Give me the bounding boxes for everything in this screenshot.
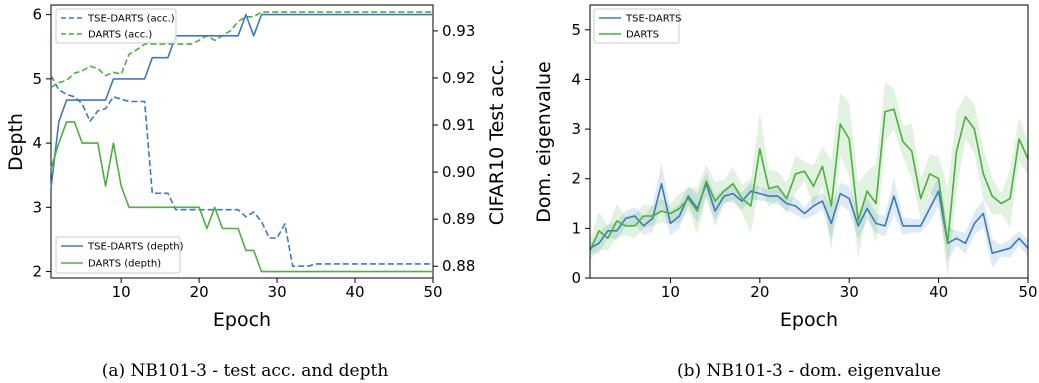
caption-b: (b) NB101-3 - dom. eigenvalue <box>677 361 941 381</box>
legend-acc-box <box>55 8 177 44</box>
panel-a-right-tick-label: 0.90 <box>442 163 475 181</box>
panel-b-xlabel: Epoch <box>780 309 838 331</box>
panel-a-xlabel: Epoch <box>213 309 271 331</box>
panel-b-x-tick-label: 40 <box>929 283 948 301</box>
panel-a: 10 20 30 40 50 2 3 4 5 6 0.88 0.89 0.90 0.91 0.92 0.9… <box>5 4 508 381</box>
legend-depth: TSE-DARTS (depth) DARTS (depth) <box>55 236 184 274</box>
panel-a-x-tick-label: 40 <box>345 283 364 301</box>
panel-b-y-tick-label: 3 <box>571 120 581 138</box>
panel-a-y-tick-label: 4 <box>32 134 42 152</box>
panel-b-lines <box>589 108 1029 254</box>
panel-a-series-3 <box>50 121 433 273</box>
panel-a-right-ticks: 0.88 0.89 0.90 0.91 0.92 0.93 <box>433 22 475 275</box>
panel-a-x-tick-label: 50 <box>423 283 442 301</box>
legend-tse-acc-label: TSE-DARTS (acc.) <box>87 14 175 25</box>
panel-a-y-tick-label: 6 <box>32 6 42 24</box>
panel-a-ylabel: Depth <box>5 113 27 171</box>
panel-b-x-ticks: 10 20 30 40 50 <box>661 278 1038 301</box>
panel-b-y-tick-label: 0 <box>571 269 581 287</box>
panel-b-ylabel: Dom. eigenvalue <box>533 61 555 223</box>
panel-b-series-1 <box>589 108 1029 252</box>
panel-a-frame <box>50 4 434 279</box>
panel-a-x-tick-label: 10 <box>112 283 131 301</box>
legend-tse-label: TSE-DARTS <box>625 14 681 25</box>
panel-a-right-tick-label: 0.91 <box>442 116 475 134</box>
panel-a-series-1 <box>50 11 433 89</box>
panel-b-series-0 <box>589 182 1029 254</box>
caption-a: (a) NB101-3 - test acc. and depth <box>102 361 389 381</box>
panel-a-y-tick-label: 5 <box>32 70 42 88</box>
panel-a-lines <box>50 11 433 273</box>
panel-a-right-tick-label: 0.89 <box>442 210 475 228</box>
panel-b-y-tick-label: 2 <box>571 170 581 188</box>
panel-a-x-tick-label: 20 <box>190 283 209 301</box>
panel-b-frame <box>589 4 1029 279</box>
panel-b-x-tick-label: 10 <box>661 283 680 301</box>
panel-b-x-tick-label: 20 <box>750 283 769 301</box>
panel-a-right-tick-label: 0.92 <box>442 69 475 87</box>
panel-b-y-tick-label: 5 <box>571 21 581 39</box>
panel-a-series-2 <box>50 13 433 189</box>
panel-a-series-0 <box>50 75 433 268</box>
panel-b-x-tick-label: 30 <box>840 283 859 301</box>
panel-b-y-ticks: 0 1 2 3 4 5 <box>571 21 590 287</box>
panel-b-x-tick-label: 50 <box>1018 283 1037 301</box>
panel-b-band-0 <box>590 163 1028 268</box>
panel-b-y-tick-label: 4 <box>571 70 581 88</box>
panel-a-left-ticks: 2 3 4 5 6 <box>32 6 51 281</box>
legend-darts-label: DARTS <box>626 30 659 41</box>
panel-a-x-tick-label: 30 <box>268 283 287 301</box>
legend-darts-depth-label: DARTS (depth) <box>88 259 161 270</box>
panel-a-ylabel-right: CIFAR10 Test acc. <box>486 59 508 226</box>
legend-darts-acc-label: DARTS (acc.) <box>88 30 152 41</box>
panel-a-y-tick-label: 3 <box>32 198 42 216</box>
panel-b-y-tick-label: 1 <box>571 219 581 237</box>
panel-a-right-tick-label: 0.88 <box>442 257 475 275</box>
legend-eig: TSE-DARTS DARTS <box>593 8 681 44</box>
panel-a-y-tick-label: 2 <box>32 263 42 281</box>
legend-depth-box <box>55 236 181 274</box>
panel-a-x-ticks: 10 20 30 40 50 <box>112 278 443 301</box>
legend-tse-depth-label: TSE-DARTS (depth) <box>87 242 184 253</box>
legend-acc: TSE-DARTS (acc.) DARTS (acc.) <box>55 8 177 44</box>
panel-a-right-tick-label: 0.93 <box>442 22 475 40</box>
